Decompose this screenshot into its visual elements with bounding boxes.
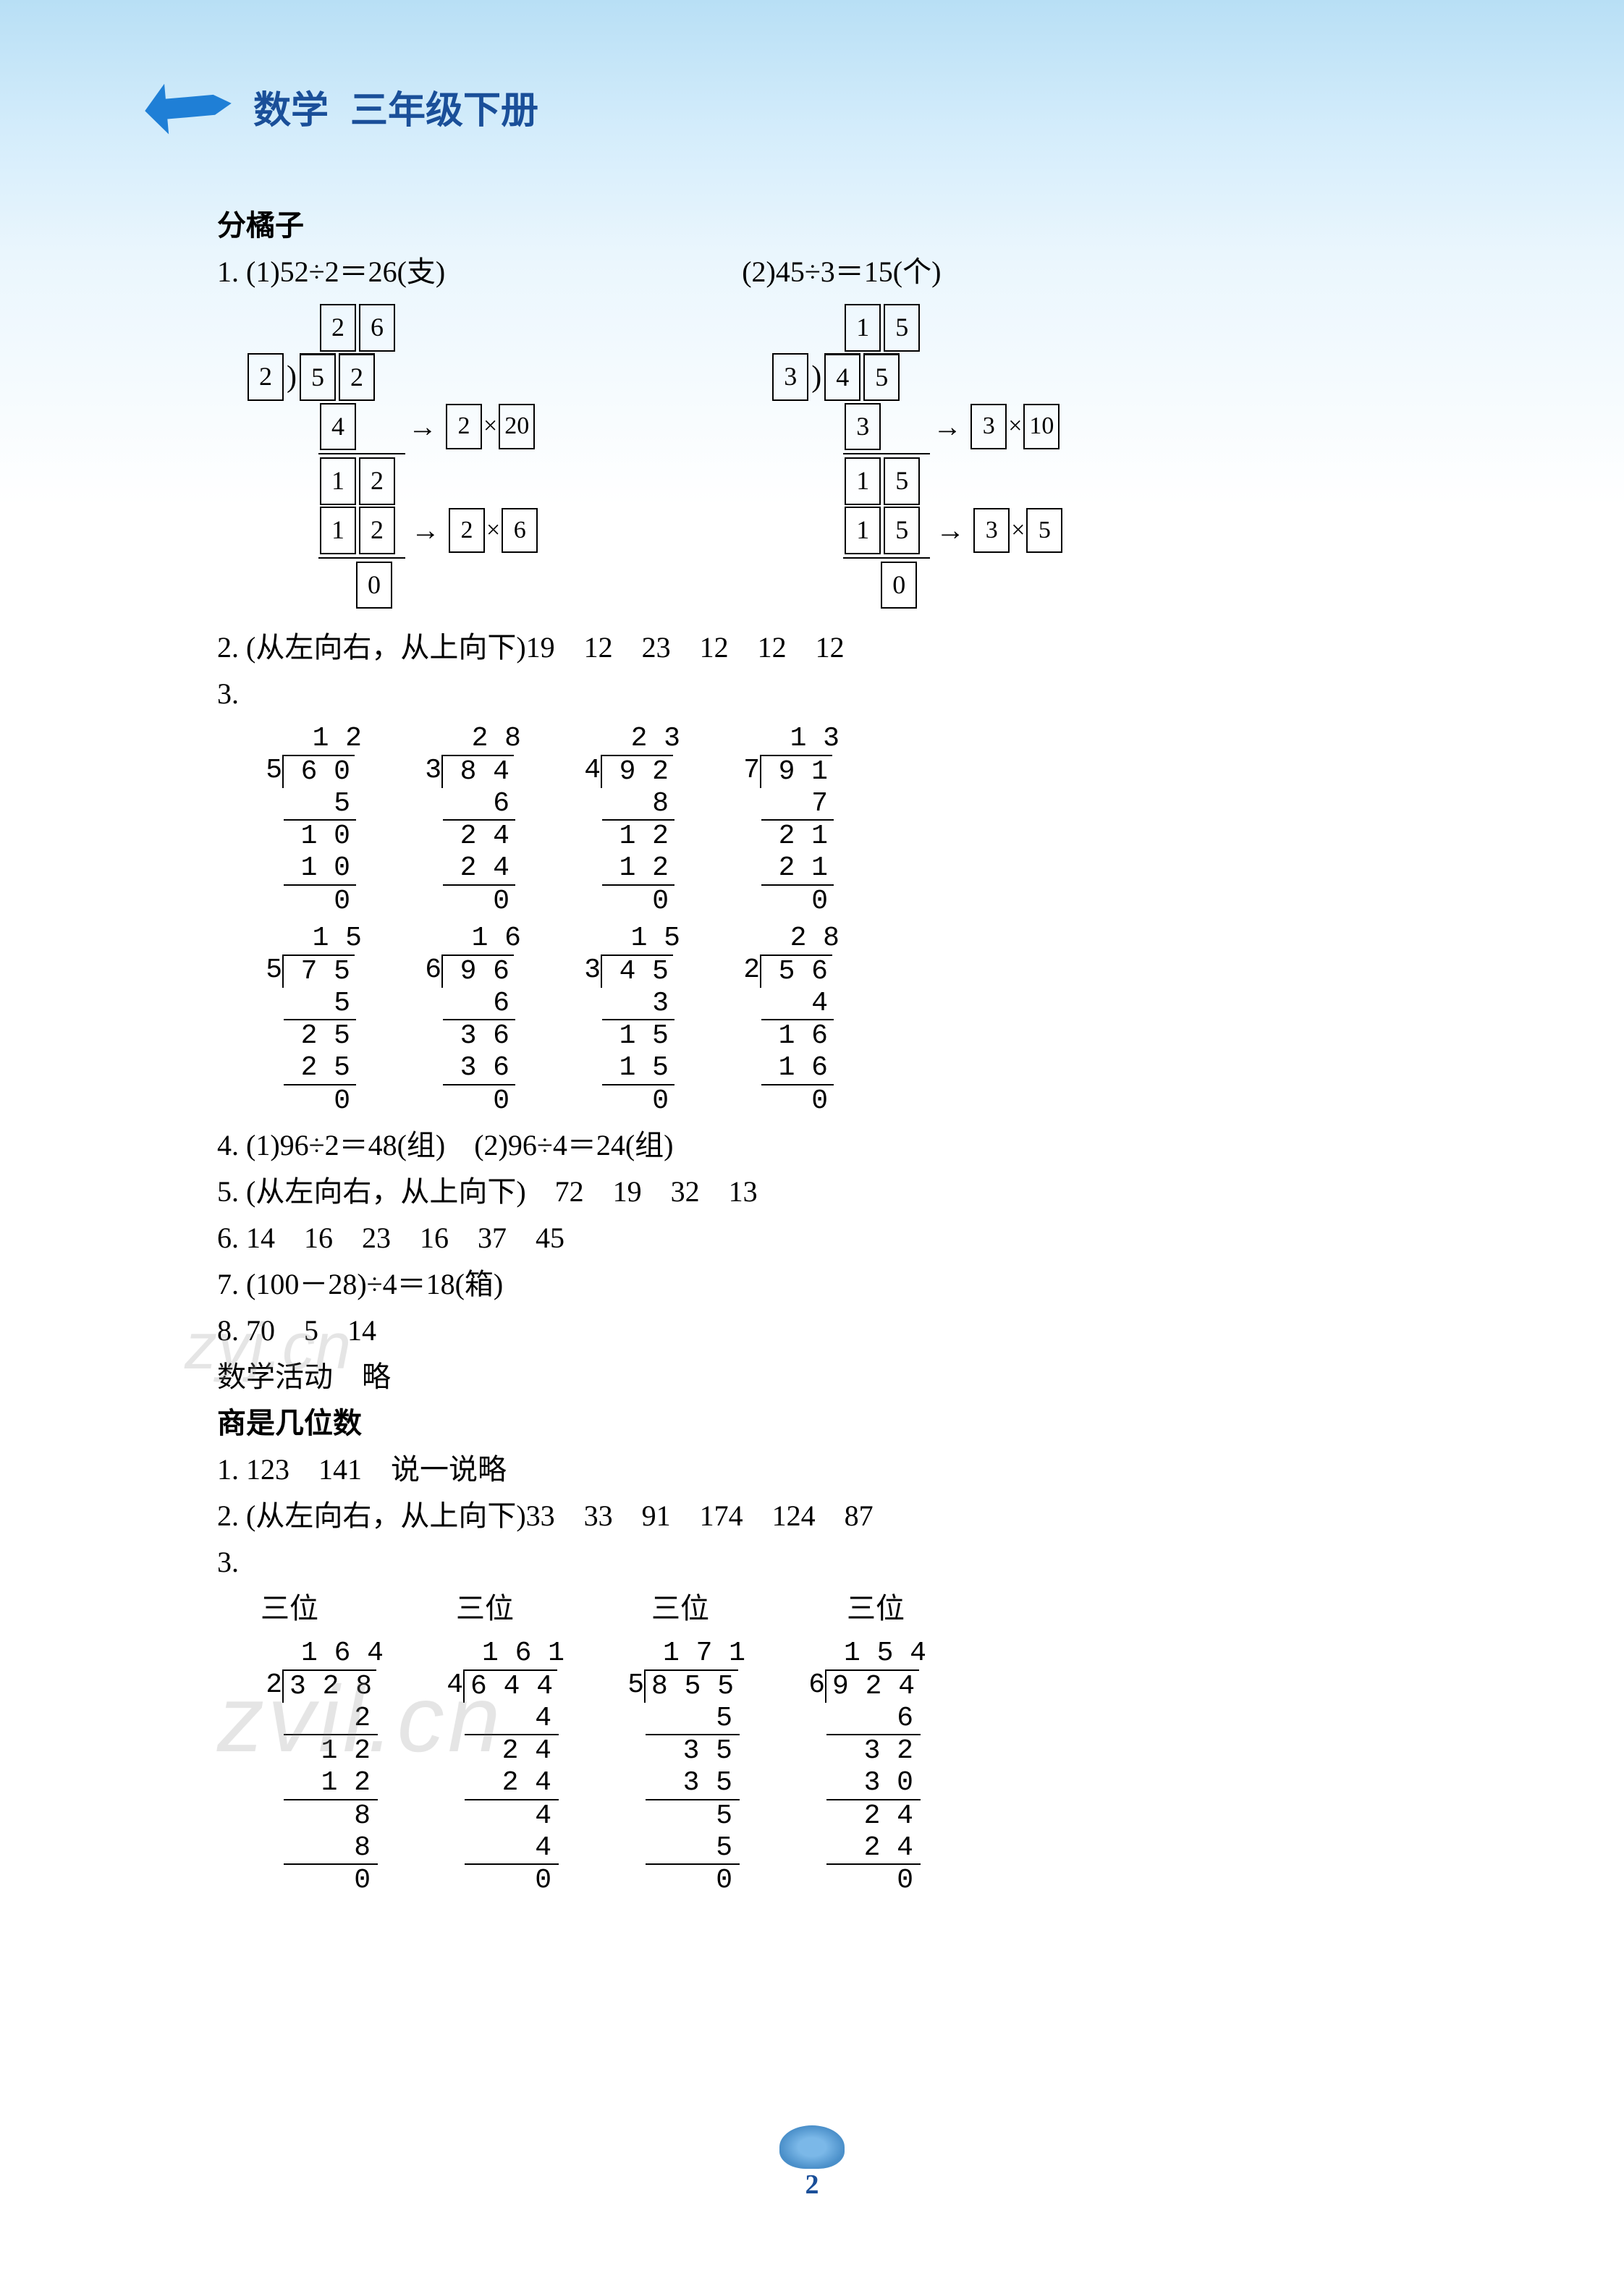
long-division: 2 825 641 61 60 (738, 923, 840, 1117)
q1l-r1a: 1 (320, 457, 356, 505)
section1-title: 分橘子 (217, 203, 1447, 249)
long-division: 1 379 172 12 10 (738, 723, 840, 917)
long-division: 1 6 423 2 821 21 2880 (261, 1638, 384, 1897)
long-division: 2 838 462 42 40 (420, 723, 521, 917)
activity: 数学活动 略 (217, 1354, 1447, 1400)
q3-label: 3. (217, 671, 239, 717)
q1-left-division: 26 2 ) 5 2 4 2 × 20 12 12 2 × 6 0 (246, 302, 539, 610)
q1l-r1b: 2 (359, 457, 395, 505)
q1l-s1: 4 (320, 403, 356, 451)
q6: 6. 14 16 23 16 37 45 (217, 1215, 1447, 1261)
s2q3-row: 1 6 423 2 821 21 2880 1 6 146 4 442 42 44… (261, 1638, 1447, 1897)
q1l-rem: 0 (356, 562, 392, 609)
section2-title: 商是几位数 (217, 1400, 1447, 1447)
q1l-s2b: 2 (359, 507, 395, 554)
s2q1: 1. 123 141 说一说略 (217, 1447, 1447, 1493)
page-header: 数学 三年级下册 (145, 80, 538, 134)
hline (318, 557, 405, 559)
q1-right-text: (2)45÷3＝15(个) (742, 249, 1122, 295)
s2q3: 3. 三位 三位 三位 三位 1 6 423 2 821 21 2880 1 6 146… (217, 1539, 1447, 1897)
s2q3-labels: 三位 三位 三位 三位 (261, 1586, 1447, 1632)
q1l-s2a: 1 (320, 507, 356, 554)
q5: 5. (从左向右，从上向下) 72 19 32 13 (217, 1169, 1447, 1215)
q4: 4. (1)96÷2＝48(组) (2)96÷4＝24(组) (217, 1122, 1447, 1169)
s2q3-label: 3. (217, 1539, 239, 1586)
digit-label: 三位 (456, 1586, 514, 1632)
hline (318, 453, 405, 454)
q1l-d1: 5 (300, 353, 336, 402)
q1l-ann1: 2 × 20 (408, 404, 536, 450)
q3-row1: 1 256 051 01 00 2 838 462 42 40 2 349 281 … (261, 723, 1447, 917)
long-division: 2 349 281 21 20 (579, 723, 680, 917)
q1-left-text: 1. (1)52÷2＝26(支) (217, 249, 597, 295)
header-subject: 数学 (253, 80, 329, 134)
long-division: 1 6 146 4 442 42 4440 (441, 1638, 564, 1897)
header-grade: 三年级下册 (350, 80, 538, 134)
long-division: 1 557 552 52 50 (261, 923, 362, 1117)
bracket-icon: ) (811, 353, 821, 402)
footer-decoration-icon (779, 2125, 845, 2169)
s2q2: 2. (从左向右，从上向下)33 33 91 174 124 87 (217, 1493, 1447, 1539)
q3-row2: 1 557 552 52 50 1 669 663 63 60 1 534 531 … (261, 923, 1447, 1117)
long-division: 1 5 469 2 463 23 02 42 40 (803, 1638, 926, 1897)
digit-label: 三位 (261, 1586, 318, 1632)
long-division: 1 7 158 5 553 53 5550 (622, 1638, 745, 1897)
q1l-ann2: 2 × 6 (411, 507, 539, 554)
q1l-q1: 2 (320, 304, 356, 352)
q1l-d2: 2 (339, 353, 375, 402)
arrow-icon (143, 77, 234, 135)
long-division: 1 534 531 51 50 (579, 923, 680, 1117)
digit-label: 三位 (847, 1586, 905, 1632)
q1-right-division: 15 3 ) 4 5 3 3 × 10 15 15 3 × 5 0 (771, 302, 1064, 610)
page-number: 2 (779, 2169, 845, 2201)
bracket-icon: ) (287, 353, 297, 402)
q7: 7. (100－28)÷4＝18(箱) (217, 1261, 1447, 1308)
q1-left: 1. (1)52÷2＝26(支) 26 2 ) 5 2 4 2 × 20 12 … (217, 249, 597, 625)
q1-right: (2)45÷3＝15(个) 15 3 ) 4 5 3 3 × 10 15 15 … (742, 249, 1122, 625)
content-area: 分橘子 1. (1)52÷2＝26(支) 26 2 ) 5 2 4 2 × 20… (217, 203, 1447, 1902)
q1l-q2: 6 (359, 304, 395, 352)
q8: 8. 70 5 14 (217, 1308, 1447, 1354)
long-division: 1 256 051 01 00 (261, 723, 362, 917)
long-division: 1 669 663 63 60 (420, 923, 521, 1117)
q2: 2. (从左向右，从上向下)19 12 23 12 12 12 (217, 625, 1447, 671)
q3: 3. 1 256 051 01 00 2 838 462 42 40 2 349 2… (217, 671, 1447, 1117)
page-footer: 2 (779, 2125, 845, 2201)
digit-label: 三位 (651, 1586, 709, 1632)
q1l-divisor: 2 (248, 353, 284, 401)
q1-row: 1. (1)52÷2＝26(支) 26 2 ) 5 2 4 2 × 20 12 … (217, 249, 1447, 625)
